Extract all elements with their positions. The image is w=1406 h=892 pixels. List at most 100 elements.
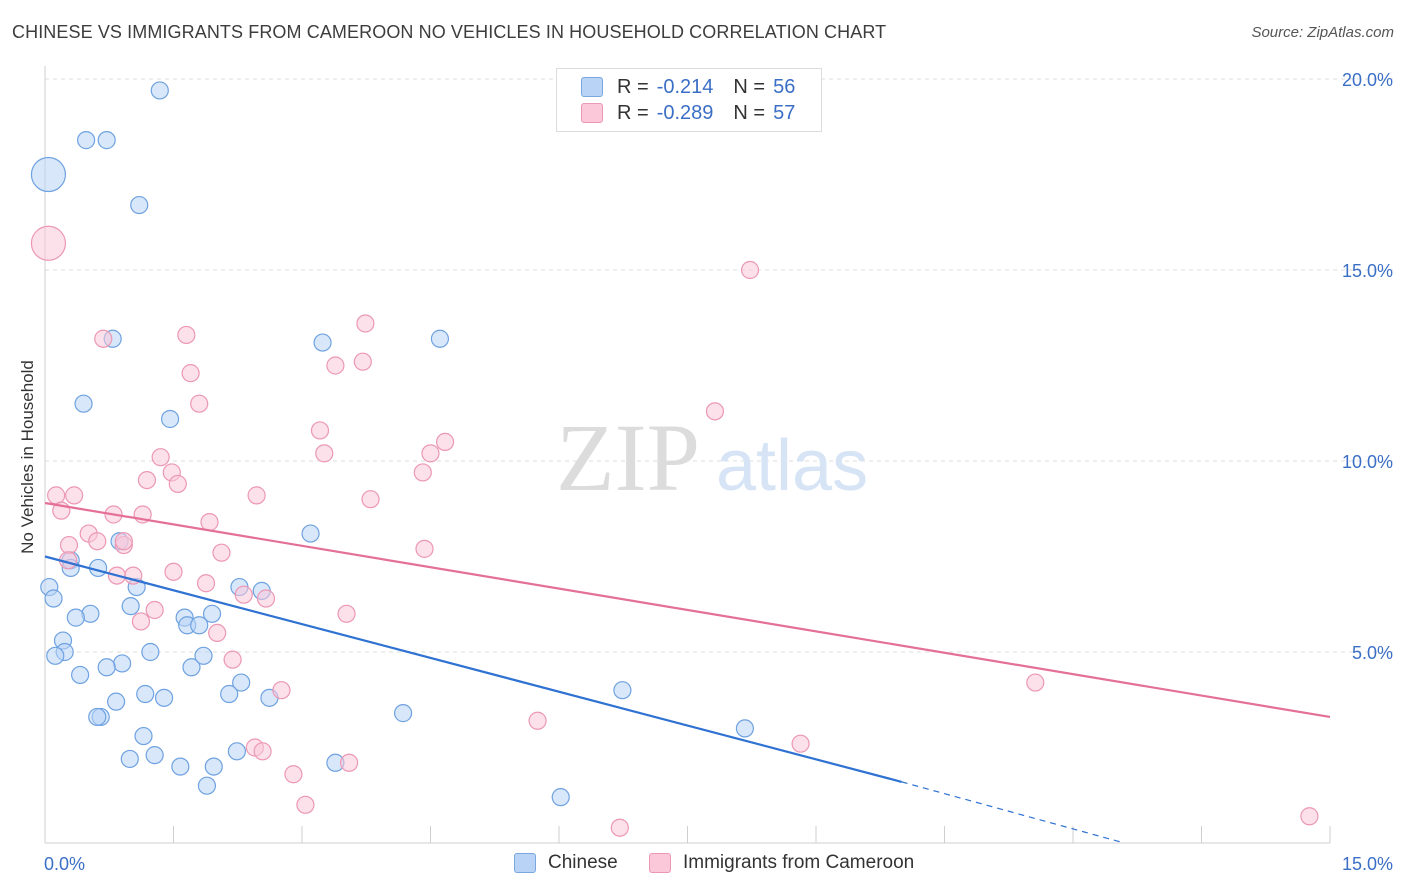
point-chinese	[301, 524, 320, 543]
point-cameroon	[256, 589, 276, 608]
legend-n-label: N =	[733, 75, 766, 98]
legend-item-chinese[interactable]: Chinese	[514, 852, 618, 874]
point-chinese	[46, 646, 65, 665]
point-chinese	[141, 642, 160, 662]
point-chinese	[202, 604, 222, 623]
point-cameroon	[315, 444, 334, 463]
point-chinese	[551, 788, 570, 807]
point-cameroon	[435, 432, 455, 451]
trend-line-chinese	[44, 555, 902, 783]
legend-item-cameroon[interactable]: Immigrants from Cameroon	[649, 852, 914, 874]
point-chinese	[77, 131, 96, 150]
point-chinese	[182, 658, 201, 677]
point-cameroon	[356, 314, 375, 333]
point-cameroon	[791, 734, 810, 753]
point-chinese	[393, 704, 413, 723]
point-cameroon	[421, 444, 440, 463]
point-cameroon	[137, 471, 157, 490]
point-cameroon	[168, 474, 187, 494]
chart-title: CHINESE VS IMMIGRANTS FROM CAMEROON NO V…	[12, 22, 887, 42]
point-cameroon	[190, 394, 209, 413]
watermark-zip: ZIP	[556, 404, 700, 511]
legend-swatch-cameroon	[649, 853, 671, 873]
point-cameroon	[310, 421, 330, 440]
point-cameroon	[151, 448, 170, 467]
point-cameroon	[114, 532, 133, 551]
point-chinese	[136, 684, 155, 704]
point-chinese	[220, 684, 239, 704]
y-axis-label: No Vehicles in Household	[18, 360, 37, 554]
point-chinese	[44, 589, 63, 608]
legend-n-label: N =	[733, 101, 766, 124]
axes	[44, 66, 1331, 844]
point-cameroon	[740, 260, 760, 280]
point-cameroon	[196, 574, 216, 593]
point-cameroon	[353, 352, 372, 371]
point-cameroon	[296, 795, 315, 814]
point-cameroon	[272, 681, 291, 700]
legend-swatch-chinese	[514, 853, 536, 873]
point-cameroon	[415, 539, 434, 558]
point-cameroon	[47, 486, 66, 505]
legend-row-cameroon: R = -0.289 N = 57	[557, 100, 795, 126]
watermark: ZIP atlas	[556, 404, 868, 511]
point-chinese	[190, 616, 209, 635]
source-label: Source: ZipAtlas.com	[1251, 24, 1394, 41]
point-cameroon	[705, 402, 725, 421]
legend-n-value: 56	[773, 75, 796, 98]
point-cameroon	[247, 486, 266, 505]
point-chinese	[88, 707, 107, 727]
point-cameroon	[212, 543, 231, 562]
legend-swatch-cameroon	[581, 103, 603, 123]
point-cameroon	[164, 562, 183, 581]
point-chinese	[120, 749, 139, 769]
point-chinese	[204, 757, 223, 776]
point-cameroon	[234, 585, 253, 604]
point-chinese	[97, 131, 116, 150]
point-cameroon	[177, 325, 196, 345]
point-cameroon	[1026, 673, 1045, 692]
point-chinese	[112, 654, 132, 673]
point-chinese	[30, 156, 67, 193]
series-legend: Chinese Immigrants from Cameroon	[0, 852, 1406, 878]
point-cameroon	[528, 711, 547, 730]
data-points	[30, 81, 1319, 837]
point-cameroon	[88, 532, 107, 551]
point-chinese	[107, 692, 126, 711]
trend-extension-chinese	[901, 781, 1125, 844]
point-chinese	[74, 394, 93, 413]
point-chinese	[145, 746, 164, 765]
point-chinese	[735, 719, 754, 738]
point-cameroon	[253, 742, 272, 761]
point-cameroon	[94, 329, 113, 348]
point-chinese	[154, 688, 174, 707]
point-chinese	[97, 658, 116, 677]
point-chinese	[150, 81, 169, 100]
point-cameroon	[59, 535, 79, 555]
point-cameroon	[326, 356, 345, 375]
legend-r-label: R =	[617, 75, 649, 98]
point-cameroon	[65, 486, 84, 505]
x-tick-labels: 0.0% 15.0%	[44, 854, 1393, 874]
point-chinese	[66, 608, 85, 627]
point-cameroon	[131, 612, 151, 631]
point-chinese	[227, 742, 246, 761]
correlation-legend: R = -0.214 N = 56 R = -0.289 N = 57	[556, 68, 822, 132]
x-tick-label: 15.0%	[1342, 854, 1393, 874]
point-chinese	[313, 333, 332, 352]
y-tick-label: 20.0%	[1342, 70, 1393, 90]
watermark-atlas: atlas	[716, 426, 868, 506]
y-tick-label: 5.0%	[1352, 643, 1393, 663]
point-chinese	[160, 409, 180, 429]
point-cameroon	[1300, 807, 1319, 826]
point-cameroon	[337, 604, 356, 623]
point-chinese	[613, 681, 632, 700]
y-tick-labels: 5.0% 10.0% 15.0% 20.0%	[1342, 70, 1393, 663]
point-chinese	[134, 726, 153, 746]
point-chinese	[232, 673, 251, 692]
point-cameroon	[284, 765, 303, 784]
point-cameroon	[208, 623, 227, 643]
point-cameroon	[413, 463, 432, 482]
y-tick-label: 15.0%	[1342, 261, 1393, 281]
legend-label-chinese: Chinese	[548, 852, 618, 873]
